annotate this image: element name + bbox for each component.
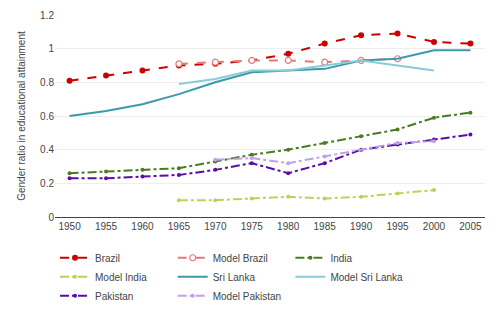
svg-text:1.2: 1.2: [40, 10, 54, 21]
svg-text:1955: 1955: [95, 221, 118, 232]
svg-text:1980: 1980: [277, 221, 300, 232]
svg-text:Model Pakistan: Model Pakistan: [213, 291, 281, 302]
svg-text:Model India: Model India: [95, 272, 147, 283]
svg-text:1: 1: [48, 43, 54, 54]
svg-text:0.4: 0.4: [40, 144, 54, 155]
svg-text:1960: 1960: [131, 221, 154, 232]
svg-text:Pakistan: Pakistan: [95, 291, 133, 302]
svg-text:India: India: [330, 253, 352, 264]
svg-text:Sri Lanka: Sri Lanka: [213, 272, 256, 283]
svg-text:Model Sri Lanka: Model Sri Lanka: [330, 272, 403, 283]
svg-text:2000: 2000: [423, 221, 446, 232]
svg-text:1950: 1950: [58, 221, 81, 232]
svg-text:0.2: 0.2: [40, 178, 54, 189]
svg-text:0: 0: [48, 212, 54, 223]
svg-text:1990: 1990: [350, 221, 373, 232]
svg-text:Brazil: Brazil: [95, 253, 120, 264]
svg-text:0.8: 0.8: [40, 77, 54, 88]
svg-text:0.6: 0.6: [40, 111, 54, 122]
svg-text:Model Brazil: Model Brazil: [213, 253, 268, 264]
svg-text:1975: 1975: [241, 221, 264, 232]
svg-text:2005: 2005: [459, 221, 482, 232]
svg-text:1985: 1985: [314, 221, 337, 232]
svg-text:1965: 1965: [168, 221, 191, 232]
svg-text:1995: 1995: [386, 221, 409, 232]
svg-text:Gender ratio in educational at: Gender ratio in educational attainment: [16, 31, 27, 201]
svg-text:1970: 1970: [204, 221, 227, 232]
